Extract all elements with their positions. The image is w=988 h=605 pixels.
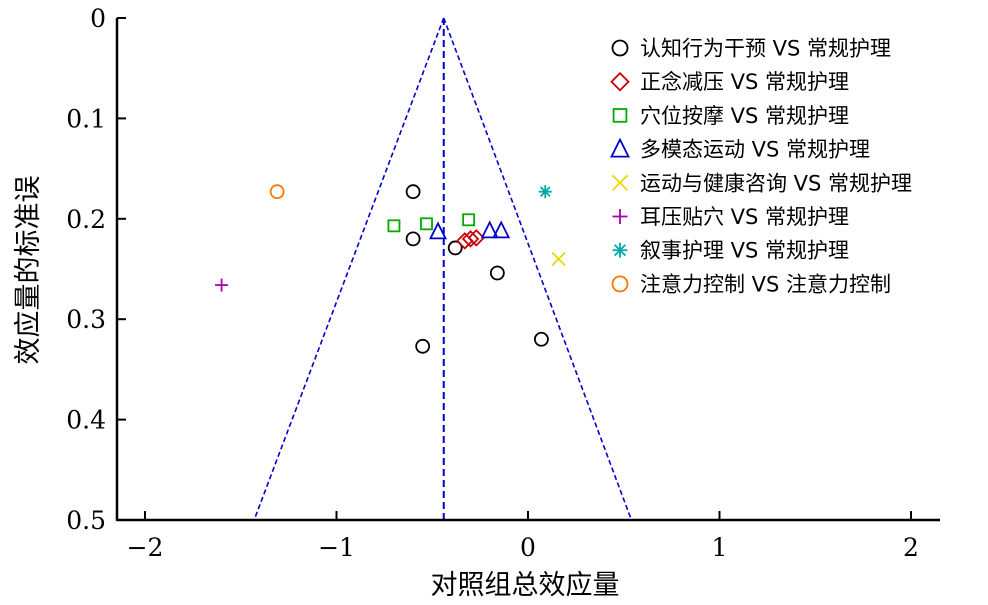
data-point-square-s3-3	[462, 213, 476, 227]
y-tick-label: 0	[90, 4, 106, 33]
legend-marker	[612, 209, 628, 224]
legend-entry: 注意力控制 VS 注意力控制	[611, 272, 891, 296]
data-point-circle-s1-5	[415, 338, 431, 354]
x-tick-label: −1	[318, 533, 355, 562]
x-axis-title: 对照组总效应量	[431, 570, 620, 601]
data-point-diamond-s2-3	[467, 229, 486, 247]
data-point-circle-s8-1	[269, 184, 285, 200]
y-tick-label: 0.3	[66, 305, 106, 334]
x-tick-label: 1	[712, 533, 728, 562]
legend-entry: 正念减压 VS 常规护理	[610, 70, 849, 94]
legend-entry: 运动与健康咨询 VS 常规护理	[611, 171, 912, 195]
legend-marker	[611, 174, 629, 191]
y-tick-label: 0.5	[66, 506, 106, 535]
y-axis-title: 效应量的标准误	[13, 176, 44, 365]
x-tick-label: 0	[520, 533, 536, 562]
x-tick-label: −2	[127, 533, 164, 562]
legend-marker	[611, 275, 629, 293]
legend-entry: 多模态运动 VS 常规护理	[610, 137, 870, 162]
data-point-square-s3-1	[387, 219, 401, 233]
data-point-circle-s1-6	[534, 331, 549, 347]
legend-label: 耳压贴穴 VS 常规护理	[640, 205, 849, 229]
data-points	[215, 184, 566, 354]
y-tick-label: 0.4	[66, 406, 106, 435]
data-point-circle-s1-4	[489, 265, 505, 281]
legend-marker	[612, 242, 628, 258]
legend-marker	[610, 137, 630, 158]
legend-label: 叙事护理 VS 常规护理	[640, 239, 849, 263]
data-point-plus-s6-1	[215, 278, 229, 292]
legend-marker	[610, 71, 630, 92]
data-point-square-s3-2	[420, 217, 433, 231]
data-point-diamond-s2-2	[461, 230, 480, 248]
funnel-left-line	[253, 17, 445, 521]
data-point-asterisk-s7-1	[538, 185, 552, 199]
data-point-triangle-s4-2	[480, 220, 499, 239]
data-point-circle-s1-1	[405, 184, 421, 200]
legend-label: 运动与健康咨询 VS 常规护理	[640, 171, 912, 195]
data-point-circle-s1-2	[405, 231, 421, 247]
legend-label: 正念减压 VS 常规护理	[640, 70, 849, 94]
data-point-x-s5-1	[551, 251, 566, 267]
legend-label: 多模态运动 VS 常规护理	[640, 138, 870, 162]
data-point-triangle-s4-1	[429, 221, 447, 240]
funnel-reference	[253, 17, 633, 521]
y-tick-label: 0.1	[66, 104, 106, 133]
legend-label: 注意力控制 VS 注意力控制	[640, 272, 891, 296]
legend-entry: 耳压贴穴 VS 常规护理	[612, 205, 849, 229]
legend-entry: 穴位按摩 VS 常规护理	[612, 104, 849, 128]
funnel-right-line	[442, 17, 633, 521]
legend-marker	[612, 108, 628, 123]
y-tick-label: 0.2	[66, 205, 106, 234]
ticks: −2 −1 0 1 2 0 0.1 0.2 0.3 0.4 0.5	[66, 4, 919, 562]
legend-entry: 认知行为干预 VS 常规护理	[611, 37, 891, 61]
x-tick-label: 2	[903, 533, 919, 562]
legend-label: 认知行为干预 VS 常规护理	[640, 37, 891, 61]
legend-marker	[611, 39, 629, 57]
legend-label: 穴位按摩 VS 常规护理	[640, 104, 849, 128]
data-point-circle-s1-3	[447, 240, 463, 256]
legend-entry: 叙事护理 VS 常规护理	[612, 239, 849, 263]
data-point-triangle-s4-3	[492, 220, 511, 239]
